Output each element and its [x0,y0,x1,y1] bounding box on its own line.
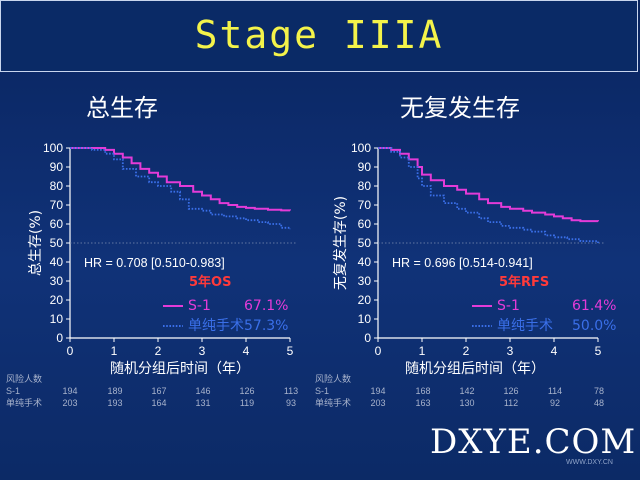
rfs-hazard-ratio: HR = 0.696 [0.514-0.941] [392,256,533,270]
os-y-tick-label: 20 [50,293,64,307]
os-x-tick-label: 0 [67,344,74,358]
os-risk-value: 193 [107,398,122,408]
rfs-y-tick-label: 50 [358,236,372,250]
watermark-logo: DXYE.COM [430,422,637,462]
os-risk-value: 119 [240,398,254,408]
rfs-risk-value: 194 [370,386,385,396]
os-endpoint-label: 5年OS [189,274,231,290]
os-risk-value: 131 [195,398,210,408]
rfs-x-tick-label: 2 [463,344,470,358]
title-banner: Stage IIIA [0,0,638,72]
rfs-y-tick-label: 20 [358,293,372,307]
rfs-risk-value: 114 [548,386,562,396]
os-x-axis-label: 随机分组后时间（年） [110,361,250,377]
os-x-tick-label: 4 [243,344,250,358]
rfs-risk-row-label: 单纯手术 [315,397,351,408]
os-legend-name-surgery: 单纯手术 [188,318,244,334]
os-risk-value: 126 [239,386,254,396]
rfs-y-tick-label: 60 [358,217,372,231]
os-legend-value-s1: 67.1% [244,298,288,314]
os-y-tick-label: 70 [50,198,64,212]
os-y-tick-label: 30 [50,274,64,288]
rfs-panel-title: 无复发生存 [400,94,520,122]
os-risk-value: 167 [151,386,166,396]
os-risk-value: 164 [151,398,166,408]
os-series-s1-line [70,147,291,212]
rfs-x-tick-label: 1 [419,344,426,358]
os-y-tick-label: 100 [43,141,63,155]
rfs-y-tick-label: 40 [358,255,372,269]
rfs-y-tick-label: 100 [351,141,371,155]
rfs-endpoint-label: 5年RFS [499,274,549,290]
os-y-tick-label: 40 [50,255,64,269]
rfs-y-axis-label: 无复发生存(%) [332,196,349,290]
os-y-tick-label: 80 [50,179,64,193]
slide-title: Stage IIIA [194,13,444,57]
os-y-axis-label: 总生存(%) [28,210,44,276]
os-y-tick-label: 90 [50,160,64,174]
os-risk-value: 203 [62,398,77,408]
rfs-legend-value-s1: 61.4% [572,298,616,314]
os-risk-row-label: S-1 [6,386,20,396]
rfs-risk-value: 130 [459,398,474,408]
rfs-y-tick-label: 70 [358,198,372,212]
os-legend-name-s1: S-1 [188,298,211,314]
rfs-y-tick-label: 30 [358,274,372,288]
os-y-tick-label: 50 [50,236,64,250]
os-y-tick-label: 60 [50,217,64,231]
os-x-tick-label: 2 [155,344,162,358]
os-y-tick-label: 10 [50,312,64,326]
os-risk-row-label: 单纯手术 [6,397,42,408]
os-risk-value: 113 [284,386,298,396]
os-risk-value: 93 [286,398,296,408]
rfs-y-tick-label: 0 [364,331,371,345]
os-legend-value-surgery: 57.3% [244,318,288,334]
os-series-surgery-line [70,147,291,230]
rfs-y-tick-label: 90 [358,160,372,174]
os-panel-title: 总生存 [86,94,158,122]
watermark-sub: WWW.DXY.CN [566,459,613,466]
os-x-tick-label: 5 [287,344,294,358]
rfs-legend-name-surgery: 单纯手术 [497,318,553,334]
os-x-tick-label: 3 [199,344,206,358]
os-risk-header: 风险人数 [6,373,42,384]
rfs-risk-header: 风险人数 [315,373,351,384]
rfs-series-s1-line [378,147,599,223]
rfs-risk-value: 112 [504,398,518,408]
os-risk-value: 189 [107,386,122,396]
rfs-y-tick-label: 80 [358,179,372,193]
rfs-risk-value: 163 [415,398,430,408]
rfs-x-tick-label: 5 [595,344,602,358]
os-x-tick-label: 1 [111,344,118,358]
rfs-legend-name-s1: S-1 [497,298,520,314]
rfs-x-tick-label: 4 [551,344,558,358]
rfs-series-surgery-line [378,147,599,243]
rfs-x-tick-label: 0 [375,344,382,358]
rfs-risk-row-label: S-1 [315,386,329,396]
rfs-y-tick-label: 10 [358,312,372,326]
os-risk-value: 146 [195,386,210,396]
os-hazard-ratio: HR = 0.708 [0.510-0.983] [84,256,225,270]
rfs-x-axis-label: 随机分组后时间（年） [405,361,545,377]
os-y-tick-label: 0 [56,331,63,345]
rfs-risk-value: 78 [594,386,604,396]
rfs-risk-value: 142 [459,386,474,396]
rfs-risk-value: 168 [415,386,430,396]
os-risk-value: 194 [62,386,77,396]
rfs-risk-value: 203 [370,398,385,408]
rfs-legend-value-surgery: 50.0% [572,318,616,334]
rfs-x-tick-label: 3 [507,344,514,358]
rfs-risk-value: 126 [503,386,518,396]
rfs-risk-value: 92 [550,398,560,408]
rfs-risk-value: 48 [594,398,604,408]
